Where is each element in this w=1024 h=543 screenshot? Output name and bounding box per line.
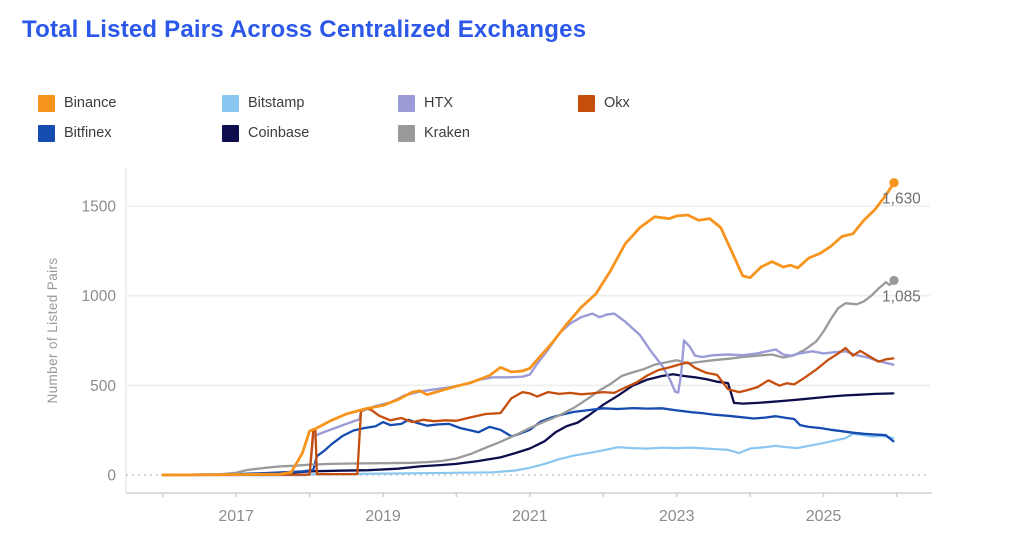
legend-label: Binance — [64, 95, 117, 111]
legend-item-bitfinex: Bitfinex — [38, 124, 222, 142]
legend-swatch-okx — [578, 94, 595, 112]
y-tick-label: 1000 — [82, 288, 117, 305]
x-tick-label: 2025 — [806, 508, 842, 525]
series-line-okx — [161, 346, 895, 477]
legend: Binance Bitstamp HTX Okx Bitfinex Coinbase Kra… — [38, 88, 630, 148]
legend-item-coinbase: Coinbase — [222, 124, 398, 142]
legend-swatch-coinbase — [222, 124, 239, 142]
legend-swatch-bitfinex — [38, 124, 55, 142]
legend-label: HTX — [424, 95, 453, 111]
y-tick-label: 1500 — [82, 199, 117, 216]
y-tick-label: 0 — [107, 468, 116, 485]
series-line-coinbase — [161, 373, 895, 477]
x-tick-label: 2019 — [365, 508, 401, 525]
x-tick-label: 2017 — [218, 508, 254, 525]
x-tick-label: 2023 — [659, 508, 695, 525]
legend-swatch-binance — [38, 94, 55, 112]
legend-swatch-bitstamp — [222, 94, 239, 112]
legend-item-htx: HTX — [398, 94, 578, 112]
y-tick-label: 500 — [90, 378, 116, 395]
series-line-bitstamp — [161, 432, 895, 477]
y-axis-title: Number of Listed Pairs — [45, 257, 60, 403]
x-tick-label: 2021 — [512, 508, 548, 525]
legend-item-okx: Okx — [578, 94, 630, 112]
series-line-binance — [161, 181, 896, 477]
series-line-bitfinex — [161, 406, 895, 477]
end-dot-binance — [889, 178, 899, 188]
end-value-label-kraken: 1,085 — [882, 288, 921, 305]
legend-label: Kraken — [424, 125, 470, 141]
legend-label: Bitstamp — [248, 95, 305, 111]
legend-item-kraken: Kraken — [398, 124, 578, 142]
legend-label: Coinbase — [248, 125, 310, 141]
legend-swatch-kraken — [398, 124, 415, 142]
series-line-htx — [161, 312, 895, 477]
end-dot-kraken — [889, 275, 899, 286]
end-value-label-binance: 1,630 — [882, 191, 921, 208]
legend-swatch-htx — [398, 94, 415, 112]
legend-item-binance: Binance — [38, 94, 222, 112]
page-title: Total Listed Pairs Across Centralized Ex… — [22, 16, 587, 43]
legend-item-bitstamp: Bitstamp — [222, 94, 398, 112]
series-line-kraken — [161, 279, 896, 477]
legend-label: Bitfinex — [64, 125, 112, 141]
legend-label: Okx — [604, 95, 630, 111]
